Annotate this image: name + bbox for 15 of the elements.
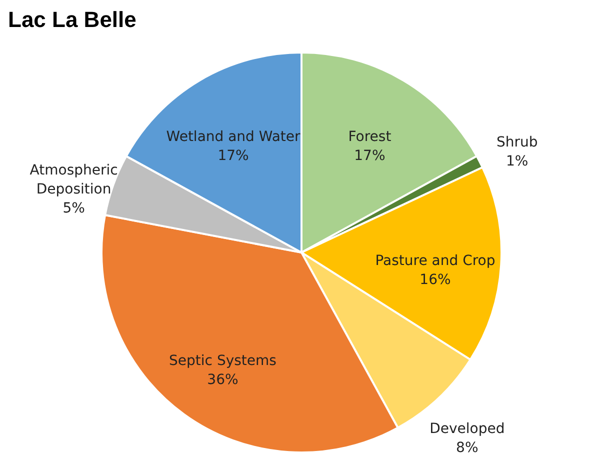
slice-label: Septic Systems [169, 352, 276, 369]
slice-label: Shrub [496, 134, 538, 151]
data-label: 17% [354, 148, 386, 164]
slice-label: Pasture and Crop [375, 252, 496, 269]
data-label: 5% [62, 200, 85, 217]
data-label: 8% [456, 440, 478, 456]
chart-title: Lac La Belle [8, 7, 136, 32]
data-label: 1% [506, 154, 528, 170]
data-label: 36% [207, 372, 238, 388]
slice-label: Wetland and Water [166, 129, 301, 146]
slice-label: Atmospheric Deposition [30, 162, 118, 198]
slice-label: Developed [430, 420, 505, 437]
data-label: 16% [420, 272, 451, 288]
data-label: 17% [218, 148, 249, 164]
slice-label: Forest [348, 129, 392, 146]
